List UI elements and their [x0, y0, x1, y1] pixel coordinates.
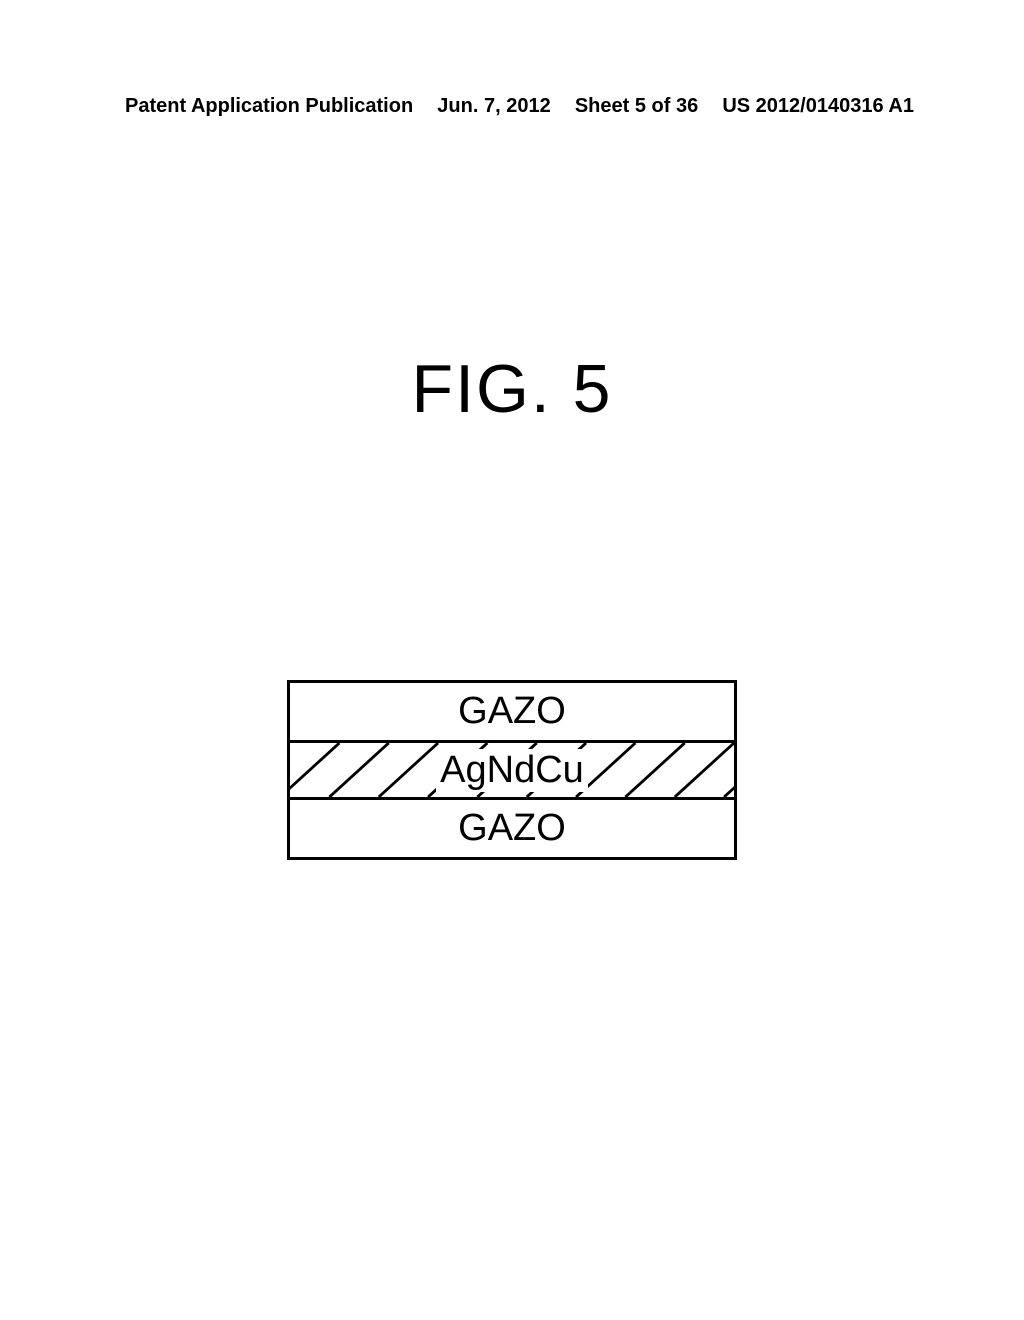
layer-middle-label: AgNdCu — [436, 749, 588, 792]
layer-middle: AgNdCu — [287, 740, 737, 800]
layer-bottom-label: GAZO — [454, 807, 570, 850]
publication-date: Jun. 7, 2012 — [437, 95, 550, 118]
layer-stack-diagram: GAZO AgNdCu GAZO — [287, 680, 737, 860]
layer-bottom: GAZO — [287, 800, 737, 860]
figure-title: FIG. 5 — [412, 350, 613, 428]
layer-top-label: GAZO — [454, 690, 570, 733]
publication-type: Patent Application Publication — [125, 95, 413, 118]
sheet-number: Sheet 5 of 36 — [575, 95, 698, 118]
page-header: Patent Application Publication Jun. 7, 2… — [0, 95, 1024, 118]
layer-top: GAZO — [287, 680, 737, 740]
patent-number: US 2012/0140316 A1 — [722, 95, 914, 118]
